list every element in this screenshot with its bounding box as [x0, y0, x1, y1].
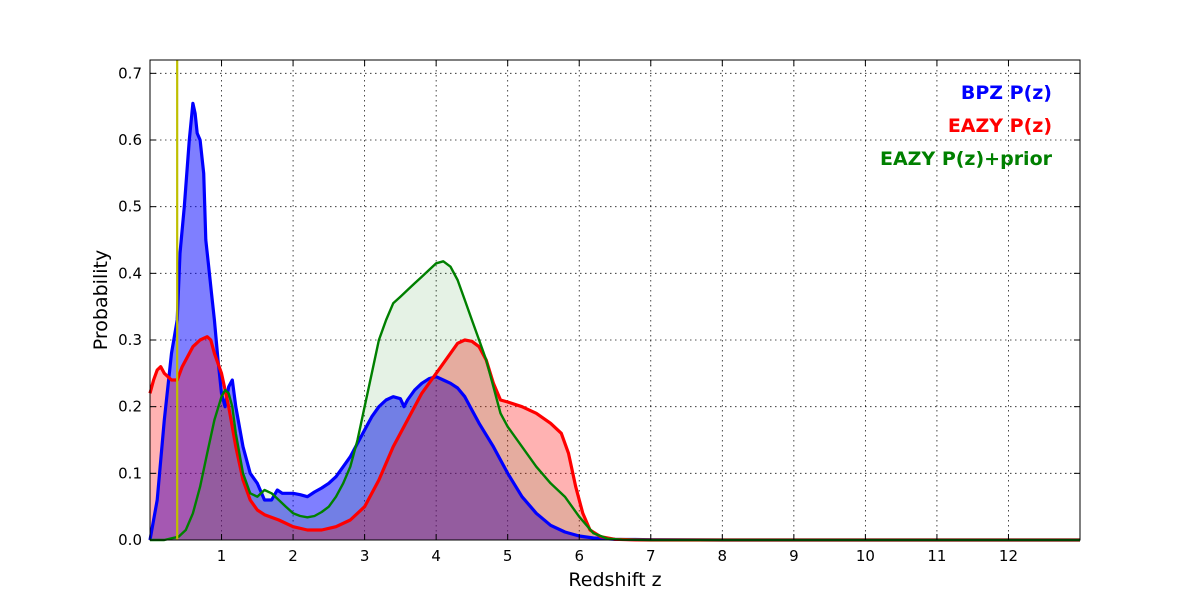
series-line-bpz: [148, 101, 1080, 542]
legend-label-eazy: EAZY P(z): [948, 115, 1052, 137]
x-tick-label: 9: [789, 547, 799, 565]
y-tick-label: 0.1: [118, 464, 142, 482]
x-tick-label: 4: [431, 547, 441, 565]
y-tick-label: 0.3: [118, 331, 142, 349]
series-fill-bpz: [150, 103, 1080, 541]
y-axis-title: Probability: [90, 250, 112, 350]
y-tick-label: 0.7: [118, 64, 142, 82]
y-tick-label: 0.2: [118, 398, 142, 416]
x-tick-label: 5: [503, 547, 513, 565]
legend-label-eazy-prior: EAZY P(z)+prior: [880, 148, 1053, 170]
y-tick-label: 0.5: [118, 198, 142, 216]
y-tick-label: 0.4: [118, 264, 142, 282]
y-tick-label: 0.0: [118, 531, 142, 549]
x-tick-label: 3: [360, 547, 370, 565]
x-tick-label: 6: [574, 547, 584, 565]
x-tick-label: 8: [718, 547, 728, 565]
y-tick-label: 0.6: [118, 131, 142, 149]
series-fill-eazy: [150, 336, 1080, 540]
legend: BPZ P(z) EAZY P(z) EAZY P(z)+prior: [880, 82, 1053, 170]
grid-lines: [150, 60, 1080, 540]
x-tick-label: 1: [217, 547, 227, 565]
series-lines: [148, 101, 1080, 542]
plot-frame: [149, 59, 1081, 541]
plot-area: [150, 60, 1080, 540]
x-tick-label: 12: [999, 547, 1018, 565]
x-axis-title: Redshift z: [568, 569, 661, 591]
x-tick-label: 7: [646, 547, 656, 565]
legend-label-bpz: BPZ P(z): [961, 82, 1052, 104]
series-line-eazy-prior: [150, 260, 1080, 542]
x-tick-label: 2: [288, 547, 298, 565]
x-tick-label: 11: [927, 547, 946, 565]
axis-ticks: 1 2 3 4 5 6 7 8 9 10 11 120.00.10.20.30.40.50.60.7: [118, 60, 1080, 565]
x-tick-label: 10: [856, 547, 875, 565]
